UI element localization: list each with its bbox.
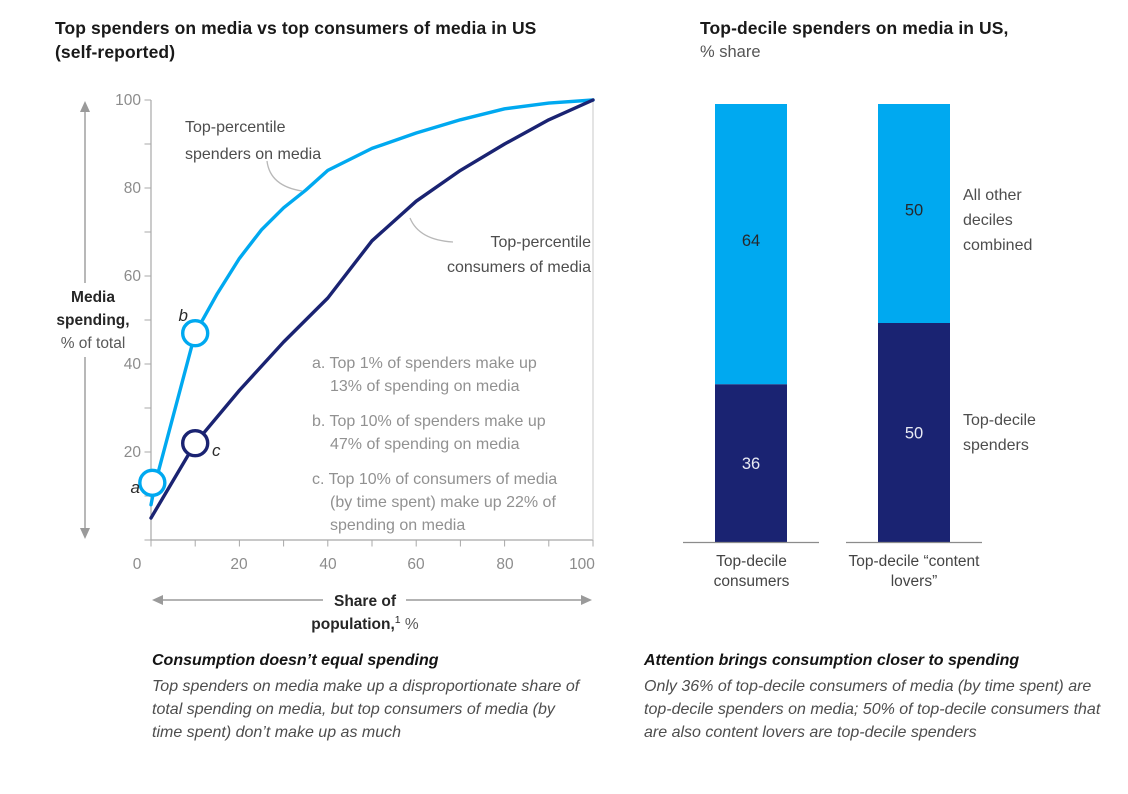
bar-2-spenders-value: 50	[905, 425, 923, 443]
notes-block: a. Top 1% of spenders make up 13% of spe…	[312, 355, 557, 534]
x-tick-20: 20	[230, 556, 248, 573]
spenders-label-line2: spenders on media	[185, 146, 321, 163]
left-caption-body: Top spenders on media make up a dispropo…	[152, 678, 580, 741]
bar1-category-label: Top-decile consumers	[713, 553, 790, 590]
marker-letter-c: c	[212, 441, 221, 460]
right-chart-subtitle: % share	[700, 43, 761, 61]
spenders-curve-label: Top-percentile spenders on media	[185, 119, 321, 163]
y-tick-40: 40	[124, 356, 142, 373]
consumers-curve-label: Top-percentile consumers of media	[447, 234, 591, 276]
bar-2-top-decile-segment	[878, 323, 950, 542]
marker-point-a	[138, 468, 167, 497]
y-axis-title-bold1: Media	[71, 289, 115, 306]
spenders-curve	[149, 98, 595, 507]
marker-letters: a b c	[131, 306, 221, 497]
consumers-curve	[149, 98, 595, 520]
lorenz-curve-chart: 100 80 60 40 20 0 20 40 60 80 100 Media …	[56, 92, 596, 633]
note-c-line3: spending on media	[330, 517, 465, 534]
left-chart-title: Top spenders on media vs top consumers o…	[55, 16, 635, 64]
y-axis-title-bold2: spending,	[56, 312, 129, 329]
left-chart-title-line1: Top spenders on media vs top consumers o…	[55, 18, 537, 38]
right-caption: Attention brings consumption closer to s…	[644, 650, 1106, 744]
note-a-line2: 13% of spending on media	[330, 378, 520, 395]
note-c-line2: (by time spent) make up 22% of	[330, 494, 556, 511]
y-tick-20: 20	[124, 444, 142, 461]
x-axis-title-line1: Share of	[334, 593, 397, 610]
spenders-label-line1: Top-percentile	[185, 119, 286, 136]
x-tick-40: 40	[319, 556, 337, 573]
note-b-line1: b. Top 10% of spenders make up	[312, 413, 546, 430]
note-a-line1: a. Top 1% of spenders make up	[312, 355, 537, 372]
legend-top-decile-spenders: Top-decile spenders	[963, 412, 1036, 454]
x-tick-80: 80	[496, 556, 514, 573]
y-axis-arrowhead-up-icon	[80, 101, 90, 112]
right-caption-title: Attention brings consumption closer to s…	[644, 652, 1020, 669]
left-caption-title: Consumption doesn’t equal spending	[152, 652, 439, 669]
stacked-bar-chart: 64 36 50 50	[683, 104, 982, 544]
consumers-label-line2: consumers of media	[447, 259, 591, 276]
y-tick-100: 100	[115, 92, 141, 109]
bar-1-other-deciles-segment	[715, 104, 787, 385]
legend-all-other-deciles: All other deciles combined	[963, 187, 1033, 254]
left-chart-title-line2: (self-reported)	[55, 42, 176, 62]
note-b-line2: 47% of spending on media	[330, 436, 520, 453]
y-axis-arrowhead-down-icon	[80, 528, 90, 539]
y-axis-title-unit: % of total	[61, 335, 126, 352]
bar-1-other-value: 64	[742, 232, 760, 250]
bar-2-other-deciles-segment	[878, 104, 950, 323]
marker-point-c	[180, 429, 210, 458]
x-axis-title-word: population,	[311, 616, 395, 633]
x-axis-title: Share of population,1 %	[311, 593, 419, 633]
x-axis-title-line2: population,1 %	[311, 614, 419, 633]
marker-letter-b: b	[179, 306, 188, 325]
x-tick-60: 60	[407, 556, 425, 573]
x-axis-arrowhead-left-icon	[152, 595, 163, 605]
right-chart-title: Top-decile spenders on media in US, % sh…	[700, 16, 1100, 64]
marker-letter-a: a	[131, 478, 140, 497]
bar-2-other-value: 50	[905, 202, 923, 220]
x-axis-arrowhead-right-icon	[581, 595, 592, 605]
y-tick-60: 60	[124, 268, 142, 285]
x-axis-footnote-sup: 1	[395, 614, 401, 626]
bar-1-top-decile-segment	[715, 384, 787, 542]
bar-1-spenders-value: 36	[742, 455, 760, 473]
x-tick-100: 100	[569, 556, 595, 573]
consumers-leader-line	[409, 217, 454, 243]
right-chart-title-line1: Top-decile spenders on media in US,	[700, 18, 1009, 38]
note-c-line1: c. Top 10% of consumers of media	[312, 471, 557, 488]
bar2-category-label: Top-decile “content lovers”	[848, 553, 980, 590]
consumers-label-line1: Top-percentile	[491, 234, 592, 251]
x-axis-unit: %	[401, 616, 419, 633]
lorenz-curves	[138, 98, 595, 520]
spenders-leader-line	[266, 160, 303, 192]
right-caption-body: Only 36% of top-decile consumers of medi…	[644, 678, 1101, 741]
marker-point-b	[180, 318, 210, 348]
axis-ticks	[144, 99, 594, 547]
y-tick-labels: 100 80 60 40 20	[115, 92, 141, 461]
stacked-bars: 64 36 50 50	[715, 104, 950, 542]
y-axis-title: Media spending, % of total	[56, 289, 129, 352]
y-tick-80: 80	[124, 180, 142, 197]
left-caption: Consumption doesn’t equal spending Top s…	[152, 650, 584, 744]
x-tick-0: 0	[133, 556, 142, 573]
x-tick-labels: 0 20 40 60 80 100	[133, 556, 596, 573]
